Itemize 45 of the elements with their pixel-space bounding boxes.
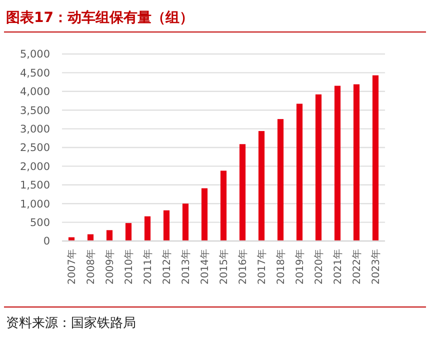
bar xyxy=(125,223,132,241)
x-tick-label: 2018年 xyxy=(275,249,287,284)
x-tick-label: 2012年 xyxy=(161,249,173,284)
x-tick-label: 2014年 xyxy=(199,249,211,284)
x-tick-label: 2019年 xyxy=(294,249,306,284)
y-tick-label: 3,500 xyxy=(20,104,50,117)
x-tick-label: 2020年 xyxy=(313,249,325,284)
x-tick-label: 2010年 xyxy=(123,249,135,284)
x-tick-label: 2011年 xyxy=(142,249,154,284)
bar xyxy=(334,86,341,241)
bar xyxy=(201,188,208,241)
y-tick-label: 4,500 xyxy=(20,67,50,80)
x-tick-label: 2021年 xyxy=(332,249,344,284)
bar xyxy=(277,119,284,241)
y-tick-label: 2,000 xyxy=(20,160,50,173)
bar xyxy=(315,94,322,241)
bar xyxy=(106,230,113,241)
x-tick-label: 2016年 xyxy=(237,249,249,284)
y-tick-label: 4,000 xyxy=(20,86,50,98)
y-tick-label: 5,000 xyxy=(20,48,50,61)
bar xyxy=(163,210,170,241)
bar xyxy=(296,104,303,241)
y-tick-label: 1,500 xyxy=(20,180,50,192)
chart-title: 图表17：动车组保有量（组） xyxy=(6,9,194,26)
y-tick-label: 3,000 xyxy=(20,123,50,136)
y-tick-label: 500 xyxy=(30,216,50,229)
bar xyxy=(353,84,360,241)
bar xyxy=(144,216,151,241)
x-tick-label: 2022年 xyxy=(351,249,363,284)
x-tick-label: 2007年 xyxy=(66,249,78,284)
y-tick-label: 1,000 xyxy=(20,198,50,210)
bar xyxy=(372,75,379,241)
y-tick-label: 0 xyxy=(43,236,50,248)
x-tick-label: 2008年 xyxy=(85,249,97,284)
text: 资料来源：国家铁路局 xyxy=(6,315,136,331)
bar xyxy=(182,204,189,241)
bar xyxy=(220,170,227,241)
x-tick-label: 2015年 xyxy=(218,249,230,284)
bar xyxy=(239,144,246,241)
x-tick-label: 2017年 xyxy=(256,249,268,284)
bar xyxy=(258,131,265,241)
x-tick-label: 2013年 xyxy=(180,249,192,284)
y-tick-label: 2,500 xyxy=(20,142,50,154)
x-tick-label: 2009年 xyxy=(104,249,116,284)
x-tick-label: 2023年 xyxy=(370,249,382,284)
